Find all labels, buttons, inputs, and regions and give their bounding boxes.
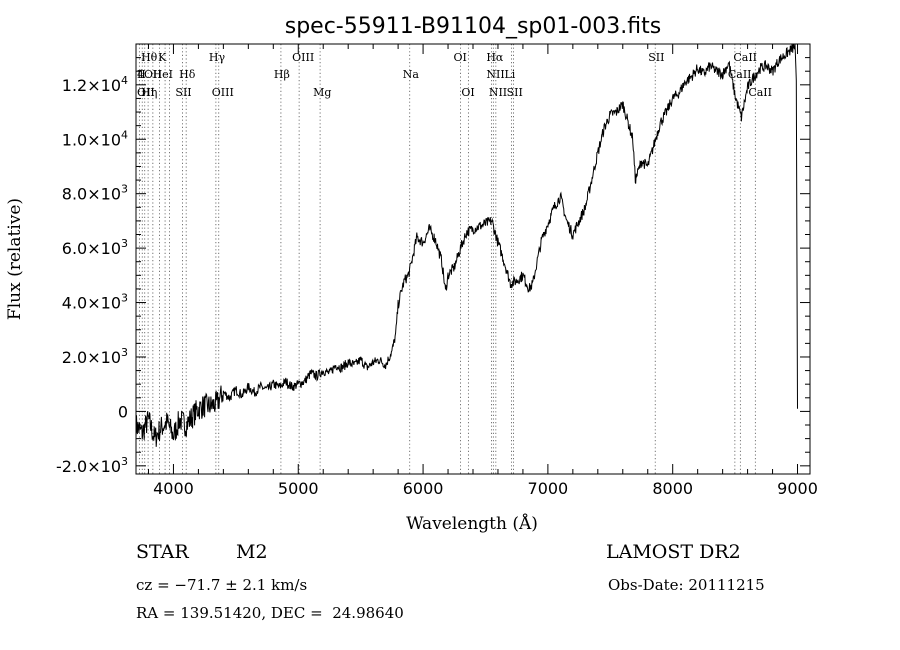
x-tick-label-9000: 9000 [777, 479, 818, 498]
chart-title: spec-55911-B91104_sp01-003.fits [285, 14, 662, 39]
x-tick-label-6000: 6000 [403, 479, 444, 498]
line-label-row3-8: CaII [748, 86, 772, 99]
y-tick-label-0: 0 [118, 402, 128, 421]
y-tick-label-4000: 4.0×103 [62, 292, 128, 313]
x-axis: 4000 5000 6000 7000 8000 9000 [147, 44, 818, 498]
line-label-row1-0: Hθ [141, 51, 158, 64]
x-axis-label: Wavelength (Å) [406, 513, 538, 534]
y-tick-label-2000: 2.0×103 [62, 346, 128, 367]
observation-date: Obs-Date: 20111215 [608, 576, 765, 594]
plot-frame [135, 43, 811, 475]
y-tick-label--2000: -2.0×103 [56, 455, 128, 476]
y-tick-label-10000: 1.0×104 [62, 128, 128, 149]
line-label-row3-0: OII [137, 86, 155, 99]
line-label-row3-3: OIII [212, 86, 234, 99]
redshift-velocity: cz = −71.7 ± 2.1 km/s [136, 576, 308, 594]
line-label-row3-5: OI [461, 86, 474, 99]
line-label-row1-2: Hγ [209, 51, 226, 64]
y-tick-label-6000: 6.0×103 [62, 237, 128, 258]
line-label-row2-1: II [137, 68, 146, 81]
line-label-row1-7: CaII [733, 51, 757, 64]
y-axis-label: Flux (relative) [5, 198, 25, 320]
sky-coordinates: RA = 139.51420, DEC = 24.98640 [136, 604, 404, 622]
y-axis: -2.0×103 0 2.0×103 4.0×103 6.0×103 8.0×103 1.0… [56, 57, 810, 476]
line-label-row1-3: OIII [292, 51, 314, 64]
line-label-row2-2: HeI [153, 68, 173, 81]
line-label-row2-3: Hδ [179, 68, 196, 81]
x-tick-label-4000: 4000 [153, 479, 194, 498]
line-label-row2-4: Hβ [274, 68, 290, 81]
object-class: STAR [136, 541, 189, 563]
line-label-row2-6: NII [486, 68, 504, 81]
spectral-subclass: M2 [236, 541, 268, 563]
line-marker-group [138, 44, 756, 474]
line-label-row3-1: Hη [141, 86, 157, 99]
flux-series-line [135, 43, 798, 447]
line-label-row2-5: Na [403, 68, 420, 81]
line-label-row3-2: SII [175, 86, 191, 99]
x-tick-label-7000: 7000 [528, 479, 569, 498]
x-tick-label-8000: 8000 [652, 479, 693, 498]
line-label-row1-4: OI [454, 51, 467, 64]
survey-name: LAMOST DR2 [606, 541, 741, 563]
y-tick-label-8000: 8.0×103 [62, 183, 128, 204]
line-label-row1-1: K [158, 51, 167, 64]
line-label-row3-7: SII [507, 86, 523, 99]
line-label-row2-7: Li [504, 68, 515, 81]
line-label-row3-6: NII [489, 86, 507, 99]
line-label-row2-8: CaII [728, 68, 752, 81]
line-label-row3-4: Mg [313, 86, 331, 99]
line-label-row1-5: Hα [486, 51, 504, 64]
x-tick-label-5000: 5000 [278, 479, 319, 498]
line-label-row2-0: 4OII [137, 68, 162, 81]
line-label-row1-6: SII [648, 51, 664, 64]
y-tick-label-12000: 1.2×104 [62, 74, 128, 95]
